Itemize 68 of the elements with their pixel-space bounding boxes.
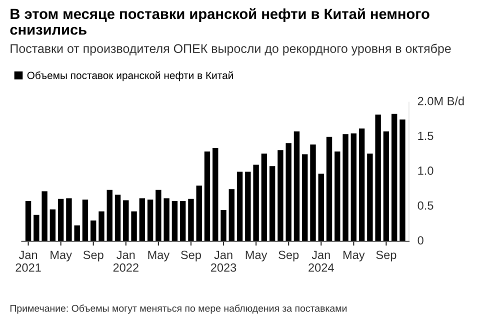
bar bbox=[358, 128, 365, 242]
bar bbox=[245, 172, 251, 242]
legend-label: Объемы поставок иранской нефти в Китай bbox=[27, 71, 233, 82]
bar bbox=[82, 200, 88, 242]
bar bbox=[98, 211, 104, 242]
bar bbox=[302, 154, 308, 242]
bar bbox=[228, 189, 234, 242]
bar bbox=[123, 200, 129, 242]
y-tick-label: 0 bbox=[418, 236, 424, 245]
bar bbox=[131, 211, 137, 242]
bar bbox=[286, 143, 292, 242]
x-tick-label: Jan 2021 bbox=[16, 250, 41, 272]
bar bbox=[400, 119, 406, 242]
x-tick-label: May bbox=[148, 250, 170, 262]
bar bbox=[204, 152, 210, 242]
bar bbox=[90, 220, 96, 242]
bar bbox=[66, 198, 72, 242]
bar bbox=[188, 198, 194, 242]
bar bbox=[172, 200, 178, 242]
y-tick-label: 2.0M B/d bbox=[418, 96, 464, 106]
bar bbox=[367, 154, 373, 242]
bar bbox=[34, 214, 40, 242]
bar bbox=[318, 174, 324, 242]
bar bbox=[253, 164, 259, 242]
bar bbox=[50, 209, 56, 242]
bar bbox=[106, 190, 112, 242]
x-tick-label: Sep bbox=[83, 250, 104, 262]
x-tick-label: Sep bbox=[376, 250, 396, 262]
x-tick-label: Sep bbox=[278, 250, 299, 262]
bar bbox=[220, 210, 226, 242]
bar bbox=[261, 154, 268, 242]
bar bbox=[334, 152, 340, 242]
bar bbox=[383, 131, 390, 242]
bar bbox=[212, 148, 218, 242]
x-tick-label: May bbox=[343, 250, 365, 262]
bar bbox=[196, 186, 202, 242]
x-tick-label: May bbox=[246, 250, 268, 262]
x-tick-label: Sep bbox=[181, 250, 201, 262]
x-tick-label: Jan 2024 bbox=[308, 250, 334, 272]
bar bbox=[278, 150, 284, 242]
x-tick-label: May bbox=[50, 250, 72, 262]
bar bbox=[269, 166, 276, 242]
bar bbox=[74, 225, 80, 242]
bar bbox=[342, 134, 348, 242]
bar bbox=[350, 133, 357, 242]
bar bbox=[180, 200, 186, 242]
bar bbox=[236, 172, 243, 242]
bar bbox=[147, 200, 154, 242]
y-tick-label: 1.5 bbox=[418, 132, 434, 140]
y-tick-label: 0.5 bbox=[418, 201, 434, 210]
bar bbox=[58, 198, 64, 242]
bar bbox=[156, 190, 162, 242]
x-tick-label: Jan 2023 bbox=[210, 250, 236, 272]
bar bbox=[139, 198, 146, 242]
text: Примечание: Объемы могут меняться по мере наблюдения за поставками bbox=[10, 304, 347, 314]
x-tick-label: Jan 2022 bbox=[113, 250, 138, 272]
y-tick-label: 1.0 bbox=[418, 166, 434, 175]
bar bbox=[42, 191, 48, 242]
bar bbox=[375, 114, 381, 242]
bar bbox=[114, 194, 121, 242]
bar bbox=[391, 114, 398, 242]
bar bbox=[294, 131, 300, 242]
bar bbox=[164, 198, 170, 242]
chart-subtitle: Поставки от производителя ОПЕК выросли до рекордного уровня в октябре bbox=[10, 44, 451, 56]
bar bbox=[310, 144, 316, 242]
bar bbox=[25, 200, 32, 242]
bar bbox=[326, 136, 332, 242]
chart-title: В этом месяце поставки иранской нефти в Китай немного снизились bbox=[10, 8, 430, 35]
